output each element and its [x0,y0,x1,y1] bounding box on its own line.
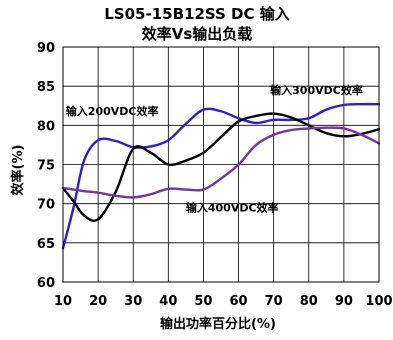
y-tick-label: 85 [37,80,55,95]
x-axis-label: 输出功率百分比(%) [160,316,276,332]
series-line-1 [61,102,381,250]
x-tick-label: 20 [89,294,107,309]
series-annotation-label: 输入400VDC效率 [186,201,279,215]
x-tick-label: 40 [159,294,177,309]
x-tick-label: 70 [265,294,283,309]
y-axis-ticks: 60 65 70 75 80 85 90 [37,41,55,291]
chart-title: LS05-15B12SS DC 输入 [104,5,289,23]
x-tick-label: 10 [54,294,72,309]
series-line-3 [61,126,381,199]
y-axis-label: 效率(%) [10,145,26,196]
x-tick-label: 80 [300,294,318,309]
y-tick-label: 75 [37,159,55,174]
y-tick-label: 60 [37,276,55,291]
x-tick-label: 50 [194,294,212,309]
x-axis-ticks: 10 20 30 40 50 60 70 80 90 100 [54,294,393,309]
x-tick-label: 60 [230,294,248,309]
x-tick-label: 90 [335,294,353,309]
x-tick-label: 100 [365,294,392,309]
y-tick-label: 65 [37,237,55,252]
x-tick-label: 30 [124,294,142,309]
series-lines [61,102,381,250]
series-annotation-label: 输入300VDC效率 [270,83,363,97]
series-line-2 [61,112,381,222]
y-tick-label: 70 [37,198,55,213]
series-annotation-label: 输入200VDC效率 [66,104,159,118]
y-tick-label: 80 [37,119,55,134]
y-tick-label: 90 [37,41,55,56]
chart-subtitle: 效率Vs输出负载 [142,25,253,43]
plot-area-frame [62,46,380,283]
